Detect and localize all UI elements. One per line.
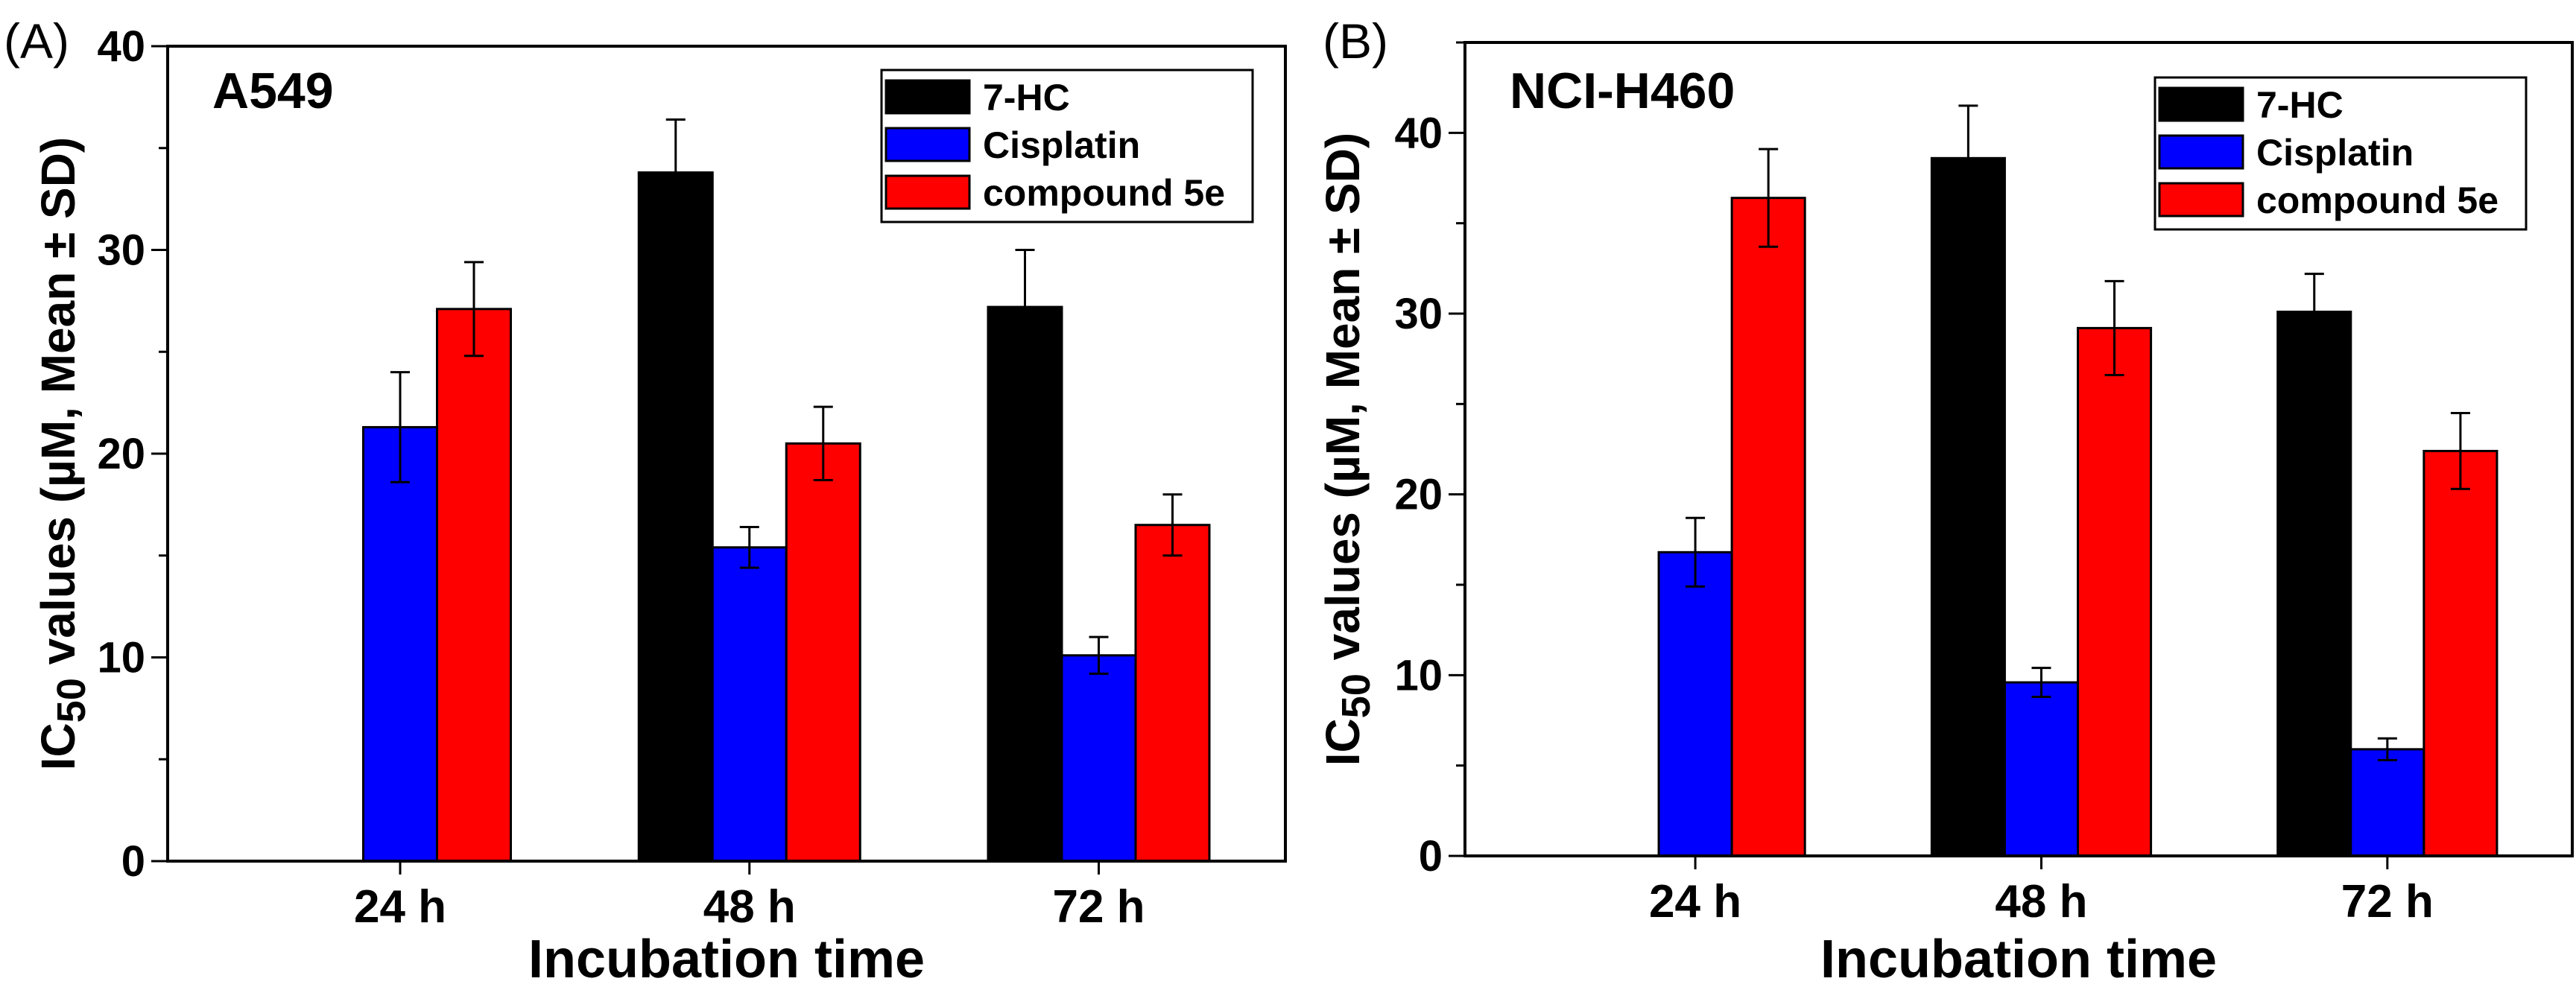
bar-cisplatin-48h [711, 546, 788, 863]
y-title-subscript: 50 [1334, 673, 1379, 718]
bar-compound-5e-48h [2077, 326, 2153, 857]
y-tick-label: 0 [1419, 832, 1443, 880]
legend-swatch-compound-5e [2158, 182, 2244, 218]
x-tick-label: 48 h [1995, 876, 2087, 927]
legend: 7-HC Cisplatin compound 5e [2153, 76, 2528, 231]
cell-line-title: A549 [212, 63, 334, 119]
y-tick-label: 10 [1394, 651, 1443, 699]
bar-cisplatin-24h [362, 425, 438, 863]
chart-panel-0: 0 10 20 30 40 24 h 48 h 72 h Incubation time IC50… [4, 13, 1287, 989]
bar-cisplatin-72h [2349, 748, 2425, 857]
legend-label: Cisplatin [2256, 132, 2414, 174]
cell-line-title: NCI-H460 [1510, 63, 1735, 119]
bar-7-hc-48h [1930, 156, 2006, 857]
chart-panel-1: 0 10 20 30 40 24 h 48 h 72 h Incubation time IC50… [1316, 13, 2574, 989]
bar-7-hc-72h [2276, 311, 2352, 857]
y-axis-title: IC50 values (µM, Mean ± SD) [31, 137, 94, 770]
y-tick-label: 20 [1394, 471, 1443, 519]
legend-swatch-cisplatin [884, 127, 971, 162]
bar-compound-5e-24h [436, 308, 512, 863]
bar-cisplatin-72h [1060, 654, 1137, 863]
x-tick-label: 72 h [2341, 876, 2434, 927]
legend-swatch-compound-5e [884, 174, 971, 210]
y-tick-label: 30 [97, 226, 145, 275]
y-tick-label: 10 [97, 634, 145, 682]
bar-cisplatin-24h [1657, 550, 1733, 857]
legend-label: 7-HC [2256, 84, 2344, 126]
x-axis-title: Incubation time [1820, 930, 2217, 989]
x-tick-label: 72 h [1052, 881, 1145, 933]
legend: 7-HC Cisplatin compound 5e [880, 69, 1254, 223]
legend-label: compound 5e [2256, 180, 2499, 221]
bar-7-hc-48h [637, 171, 714, 863]
panel-label: (B) [1323, 13, 1388, 69]
y-title-subscript: 50 [49, 678, 94, 723]
bar-compound-5e-24h [1730, 197, 1806, 857]
bar-cisplatin-48h [2003, 681, 2080, 857]
y-tick-label: 0 [121, 837, 145, 886]
y-tick-label: 30 [1394, 290, 1443, 338]
plot-frame [1463, 41, 2574, 857]
x-axis-title: Incubation time [528, 930, 925, 989]
panel-label: (A) [4, 13, 69, 69]
legend-swatch-7-hc [884, 79, 971, 115]
x-tick-label: 24 h [354, 881, 446, 933]
y-tick-label: 20 [97, 430, 145, 478]
y-title-rest: values (µM, Mean ± SD) [31, 137, 85, 678]
x-tick-label: 24 h [1649, 876, 1741, 927]
y-title-main: IC [1316, 718, 1370, 766]
legend-swatch-cisplatin [2158, 134, 2244, 170]
bar-compound-5e-72h [2422, 449, 2499, 857]
legend-label: 7-HC [983, 77, 1070, 118]
bar-7-hc-72h [987, 305, 1063, 863]
legend-label: Cisplatin [983, 124, 1140, 166]
x-tick-label: 48 h [703, 881, 796, 933]
legend-swatch-7-hc [2158, 86, 2244, 122]
bar-compound-5e-48h [785, 442, 861, 863]
y-axis-title: IC50 values (µM, Mean ± SD) [1316, 133, 1379, 766]
y-tick-label: 40 [97, 22, 145, 71]
bar-compound-5e-72h [1134, 524, 1211, 863]
legend-label: compound 5e [983, 172, 1225, 214]
y-title-rest: values (µM, Mean ± SD) [1316, 133, 1370, 673]
y-tick-label: 40 [1394, 109, 1443, 157]
y-title-main: IC [31, 723, 85, 770]
